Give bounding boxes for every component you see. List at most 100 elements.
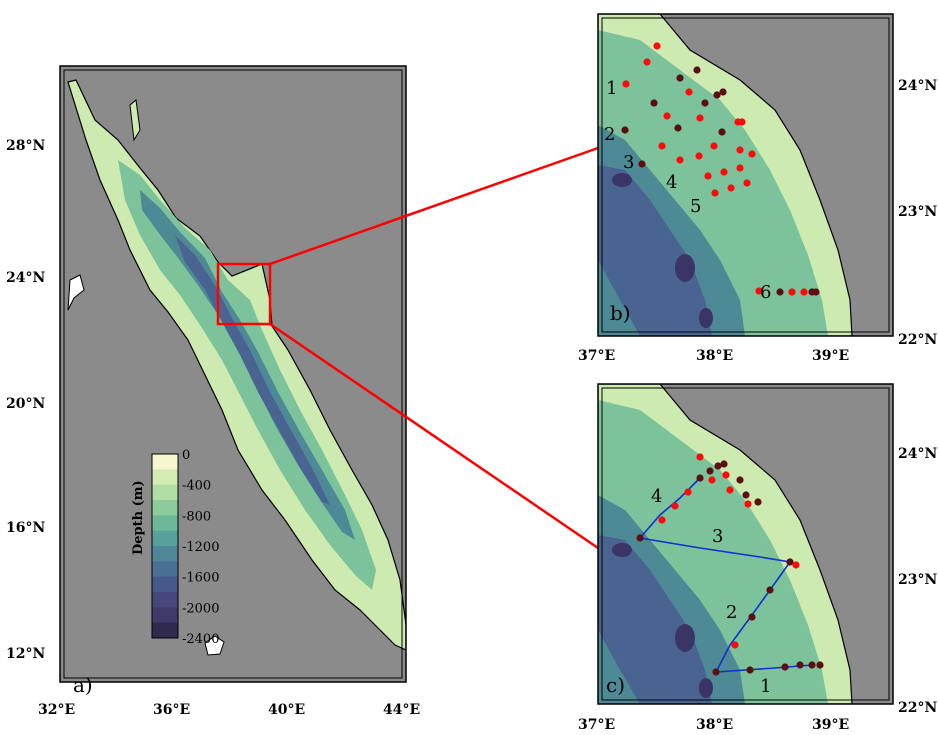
station-marker: [781, 663, 789, 671]
colorbar-tick-label: 0: [182, 448, 190, 463]
station-marker: [636, 534, 644, 542]
colorbar-swatch: [152, 561, 178, 578]
station-marker: [722, 471, 730, 479]
leg-number: 1: [760, 676, 771, 697]
station-marker: [796, 661, 804, 669]
leg-number: 4: [651, 486, 662, 507]
panel-b: 1 2 3 4 5 6 b) 37°E 38°E 39°E 22°N 23°N …: [578, 13, 937, 364]
station-marker: [736, 164, 744, 172]
colorbar-swatch: [152, 515, 178, 532]
colorbar-swatch: [152, 454, 178, 470]
panel-a: 0-400-800-1200-1600-2000-2400 Depth (m) …: [6, 65, 420, 718]
tick-label: 24°N: [898, 78, 937, 94]
tick-label: 39°E: [812, 348, 849, 364]
station-marker: [742, 491, 750, 499]
panel-b-deepest: [699, 308, 713, 328]
panel-c-deepest: [612, 543, 632, 557]
colorbar-swatch: [152, 469, 178, 486]
tick-label: 23°N: [898, 572, 937, 588]
station-marker: [696, 453, 704, 461]
station-marker: [638, 160, 646, 168]
station-marker: [622, 80, 630, 88]
station-marker: [808, 661, 816, 669]
station-marker: [726, 486, 734, 494]
station-marker: [776, 288, 784, 296]
panel-b-deepest: [675, 254, 695, 282]
colorbar-tick-label: -400: [182, 479, 211, 494]
colorbar-swatch: [152, 546, 178, 562]
colorbar-swatch: [152, 530, 178, 547]
panel-c-y-ticks: 22°N 23°N 24°N: [898, 446, 937, 716]
leg-number: 3: [712, 526, 723, 547]
panel-b-label: b): [610, 301, 631, 325]
station-marker: [663, 112, 671, 120]
tick-label: 36°E: [153, 702, 190, 718]
colorbar-tick-label: -1200: [182, 540, 219, 555]
panel-a-label: a): [73, 673, 93, 697]
panel-c-label: c): [606, 673, 625, 697]
transect-number: 4: [666, 172, 677, 193]
station-marker: [800, 288, 808, 296]
station-marker: [706, 467, 714, 475]
red-sea-deepest-axis: [175, 235, 330, 505]
colorbar-swatch: [152, 607, 178, 624]
station-marker: [704, 172, 712, 180]
station-marker: [731, 641, 739, 649]
tick-label: 38°E: [696, 348, 733, 364]
station-marker: [748, 613, 756, 621]
leg-numbers-c: 1 2 3 4: [651, 486, 771, 697]
transect-number: 3: [623, 152, 634, 173]
station-marker: [621, 126, 629, 134]
station-marker: [738, 118, 746, 126]
inset-box: [216, 262, 272, 326]
station-marker: [653, 42, 661, 50]
tick-label: 38°E: [696, 717, 733, 733]
tick-label: 40°E: [268, 702, 305, 718]
station-marker: [748, 150, 756, 158]
panel-c-deepest: [699, 678, 713, 698]
transect-number: 1: [606, 78, 617, 99]
station-marker: [744, 500, 752, 508]
colorbar-tick-label: -2000: [182, 601, 219, 616]
colorbar-tick-label: -2400: [182, 632, 219, 647]
station-marker: [684, 488, 692, 496]
transect-number: 6: [760, 282, 771, 303]
station-marker: [713, 91, 721, 99]
colorbar-swatch: [152, 576, 178, 593]
connector-line-b: [269, 146, 599, 266]
colorbar-swatch: [152, 622, 178, 639]
station-marker: [714, 462, 722, 470]
colorbar-tick-label: -800: [182, 509, 211, 524]
station-marker: [727, 184, 735, 192]
panel-c: 1 2 3 4 c) 37°E 38°E 39°E 22°N 23°N 24°N: [578, 383, 937, 733]
colorbar-swatch: [152, 484, 178, 501]
station-marker: [720, 168, 728, 176]
station-marker: [674, 124, 682, 132]
panel-b-y-ticks: 22°N 23°N 24°N: [898, 78, 937, 348]
station-marker: [711, 189, 719, 197]
panel-a-frame-inner: [63, 69, 403, 679]
station-marker: [720, 460, 728, 468]
station-marker: [754, 498, 762, 506]
station-marker: [746, 666, 754, 674]
panel-b-x-ticks: 37°E 38°E 39°E: [578, 348, 849, 364]
station-marker: [676, 156, 684, 164]
panel-c-deepest: [675, 624, 695, 652]
tick-label: 32°E: [38, 702, 75, 718]
station-marker: [736, 146, 744, 154]
station-marker: [792, 561, 800, 569]
transect-number: 2: [604, 124, 615, 145]
station-marker: [701, 99, 709, 107]
tick-label: 22°N: [898, 332, 937, 348]
tick-label: 37°E: [578, 717, 615, 733]
station-marker: [693, 66, 701, 74]
station-marker: [695, 152, 703, 160]
gulf-fragment: [129, 99, 141, 142]
tick-label: 20°N: [6, 396, 45, 412]
station-marker: [812, 288, 820, 296]
panel-b-deeper: [598, 165, 712, 336]
panel-a-frame: [59, 65, 407, 683]
colorbar-swatch: [152, 500, 178, 516]
station-marker: [766, 586, 774, 594]
tick-label: 23°N: [898, 204, 937, 220]
